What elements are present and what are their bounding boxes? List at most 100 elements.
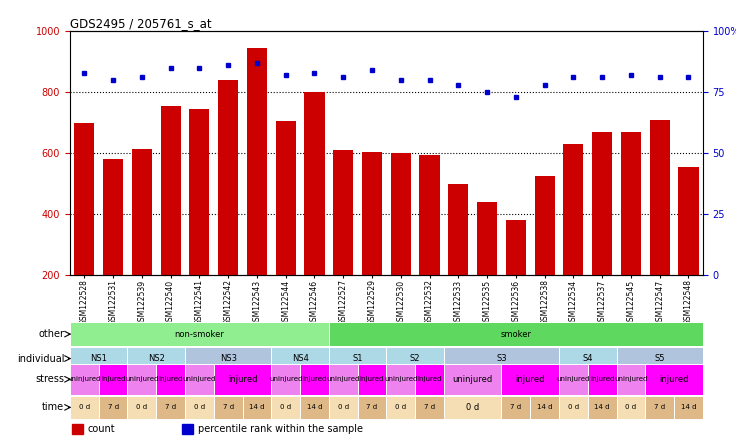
Bar bbox=[305, 92, 325, 275]
Bar bbox=[559, 364, 588, 395]
Bar bbox=[588, 396, 617, 419]
Bar bbox=[127, 364, 156, 395]
Bar bbox=[559, 347, 617, 370]
Bar bbox=[588, 364, 617, 395]
Bar bbox=[70, 364, 99, 395]
Bar bbox=[444, 347, 559, 370]
Bar bbox=[99, 364, 127, 395]
Bar bbox=[156, 396, 185, 419]
Text: injured: injured bbox=[228, 375, 258, 384]
Bar bbox=[70, 347, 127, 370]
Bar bbox=[132, 149, 152, 275]
Bar bbox=[189, 109, 210, 275]
Bar bbox=[70, 322, 329, 346]
Text: injured: injured bbox=[101, 376, 125, 382]
Bar bbox=[391, 153, 411, 275]
Bar bbox=[185, 364, 213, 395]
Text: uninjured: uninjured bbox=[615, 376, 648, 382]
Bar bbox=[160, 106, 181, 275]
Bar bbox=[272, 364, 300, 395]
Text: NS1: NS1 bbox=[91, 354, 107, 363]
Text: 0 d: 0 d bbox=[466, 403, 479, 412]
Bar bbox=[444, 396, 501, 419]
Bar bbox=[103, 159, 123, 275]
Bar bbox=[99, 396, 127, 419]
Bar bbox=[71, 424, 82, 434]
Bar bbox=[617, 347, 703, 370]
Bar bbox=[333, 150, 353, 275]
Text: injured: injured bbox=[515, 375, 545, 384]
Text: uninjured: uninjured bbox=[269, 376, 302, 382]
Text: smoker: smoker bbox=[500, 329, 531, 339]
Text: 14 d: 14 d bbox=[307, 404, 322, 410]
Text: uninjured: uninjured bbox=[125, 376, 158, 382]
Bar bbox=[156, 364, 185, 395]
Text: 7 d: 7 d bbox=[424, 404, 435, 410]
Bar bbox=[501, 364, 559, 395]
Bar bbox=[185, 396, 213, 419]
Bar bbox=[276, 121, 296, 275]
Bar bbox=[674, 396, 703, 419]
Text: NS3: NS3 bbox=[219, 354, 237, 363]
Text: non-smoker: non-smoker bbox=[174, 329, 224, 339]
Bar bbox=[617, 396, 645, 419]
Bar bbox=[185, 347, 272, 370]
Bar bbox=[127, 347, 185, 370]
Bar bbox=[70, 396, 99, 419]
Text: GDS2495 / 205761_s_at: GDS2495 / 205761_s_at bbox=[70, 17, 211, 30]
Text: time: time bbox=[42, 402, 64, 412]
Text: 0 d: 0 d bbox=[280, 404, 291, 410]
Text: 7 d: 7 d bbox=[367, 404, 378, 410]
Text: 7 d: 7 d bbox=[510, 404, 521, 410]
Bar bbox=[645, 364, 703, 395]
Text: S3: S3 bbox=[496, 354, 507, 363]
Text: 7 d: 7 d bbox=[107, 404, 118, 410]
Bar bbox=[272, 396, 300, 419]
Text: injured: injured bbox=[302, 376, 327, 382]
Bar bbox=[300, 396, 329, 419]
Bar bbox=[415, 364, 444, 395]
Text: 7 d: 7 d bbox=[222, 404, 234, 410]
Bar bbox=[358, 364, 386, 395]
Bar bbox=[679, 167, 698, 275]
Bar bbox=[530, 396, 559, 419]
Bar bbox=[329, 347, 386, 370]
Bar bbox=[362, 152, 382, 275]
Text: count: count bbox=[88, 424, 115, 434]
Bar bbox=[358, 396, 386, 419]
Text: 0 d: 0 d bbox=[79, 404, 90, 410]
Bar bbox=[300, 364, 329, 395]
Bar bbox=[329, 322, 703, 346]
Bar bbox=[420, 155, 439, 275]
Text: 14 d: 14 d bbox=[595, 404, 610, 410]
Text: injured: injured bbox=[360, 376, 384, 382]
Bar bbox=[329, 364, 358, 395]
Bar bbox=[506, 220, 526, 275]
Text: injured: injured bbox=[158, 376, 183, 382]
Bar bbox=[592, 132, 612, 275]
Text: percentile rank within the sample: percentile rank within the sample bbox=[198, 424, 363, 434]
Text: injured: injured bbox=[417, 376, 442, 382]
Bar bbox=[621, 132, 641, 275]
Text: 0 d: 0 d bbox=[395, 404, 406, 410]
Bar bbox=[501, 396, 530, 419]
Text: uninjured: uninjured bbox=[68, 376, 101, 382]
Bar bbox=[444, 364, 501, 395]
Bar bbox=[213, 364, 272, 395]
Text: uninjured: uninjured bbox=[183, 376, 216, 382]
Text: 14 d: 14 d bbox=[537, 404, 553, 410]
Text: uninjured: uninjured bbox=[327, 376, 360, 382]
Bar bbox=[386, 347, 444, 370]
Bar bbox=[127, 396, 156, 419]
Bar bbox=[386, 364, 415, 395]
Bar bbox=[74, 123, 94, 275]
Text: 0 d: 0 d bbox=[626, 404, 637, 410]
Text: uninjured: uninjured bbox=[384, 376, 417, 382]
Text: other: other bbox=[38, 329, 64, 339]
Text: S2: S2 bbox=[410, 354, 420, 363]
Bar bbox=[183, 424, 194, 434]
Text: 0 d: 0 d bbox=[194, 404, 205, 410]
Text: NS2: NS2 bbox=[148, 354, 165, 363]
Text: NS4: NS4 bbox=[291, 354, 308, 363]
Bar bbox=[218, 80, 238, 275]
